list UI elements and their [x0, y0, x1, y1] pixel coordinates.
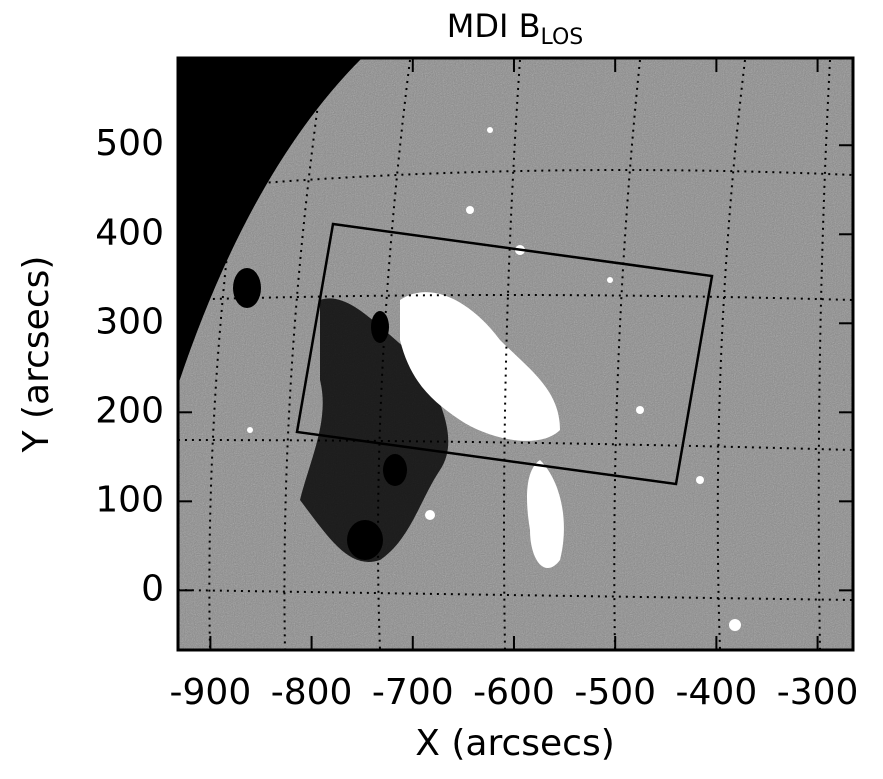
x-tick-label: -600 [473, 672, 555, 713]
y-tick-label: 500 [95, 123, 164, 164]
y-tick-label: 0 [141, 568, 164, 609]
off-limb [178, 58, 362, 385]
x-axis-label: X (arcsecs) [415, 723, 615, 764]
y-tick-label: 100 [95, 479, 164, 520]
y-tick-label: 300 [95, 301, 164, 342]
y-axis-label: Y (arcsecs) [16, 256, 57, 454]
x-tick-label: -400 [676, 672, 758, 713]
magnetogram [178, 58, 853, 650]
x-tick-label: -700 [372, 672, 454, 713]
region-box [295, 222, 714, 486]
plot-frame [176, 56, 855, 652]
heliographic-grid [178, 59, 853, 650]
image-noise [178, 58, 853, 650]
x-tick-label: -900 [170, 672, 252, 713]
title-main: MDI B [447, 7, 541, 45]
y-tick-label: 200 [95, 390, 164, 431]
x-tick-label: -800 [271, 672, 353, 713]
x-tick-label: -500 [574, 672, 656, 713]
chart-title: MDI BLOS [447, 7, 584, 50]
y-tick-label: 400 [95, 212, 164, 253]
title-subscript: LOS [541, 25, 584, 50]
x-tick-label: -300 [777, 672, 859, 713]
positive-flux [247, 127, 741, 631]
